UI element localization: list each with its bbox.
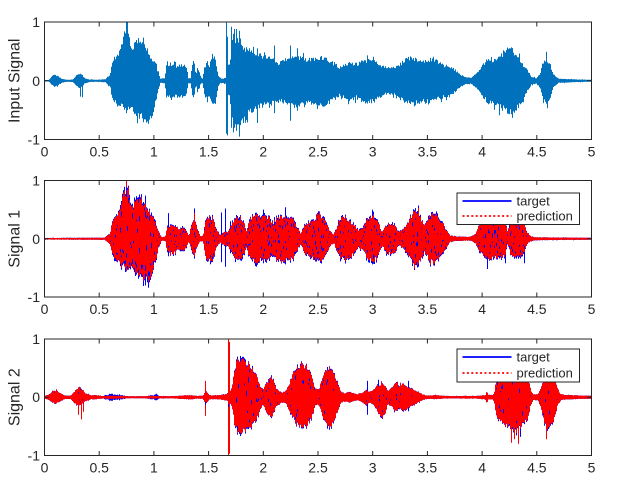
svg-text:3: 3 [369, 459, 377, 475]
svg-text:2.5: 2.5 [308, 143, 328, 159]
svg-text:Signal 1: Signal 1 [7, 210, 24, 268]
svg-text:2: 2 [259, 143, 267, 159]
svg-text:1.5: 1.5 [199, 301, 219, 317]
svg-text:0: 0 [41, 301, 49, 317]
svg-text:0: 0 [32, 231, 40, 247]
svg-text:1: 1 [150, 301, 158, 317]
svg-text:4: 4 [478, 143, 486, 159]
svg-text:0: 0 [32, 73, 40, 89]
svg-text:target: target [517, 194, 551, 209]
svg-text:3: 3 [369, 143, 377, 159]
svg-text:5: 5 [588, 459, 596, 475]
svg-text:3: 3 [369, 301, 377, 317]
svg-text:target: target [517, 350, 551, 365]
svg-text:5: 5 [588, 143, 596, 159]
svg-text:prediction: prediction [517, 209, 573, 224]
svg-text:0: 0 [32, 389, 40, 405]
svg-text:3.5: 3.5 [418, 301, 438, 317]
svg-text:-1: -1 [28, 132, 41, 148]
svg-text:-1: -1 [28, 448, 41, 464]
svg-text:Signal 2: Signal 2 [7, 368, 24, 426]
svg-text:4.5: 4.5 [527, 143, 547, 159]
svg-text:1.5: 1.5 [199, 143, 219, 159]
svg-text:2: 2 [259, 459, 267, 475]
svg-text:1: 1 [150, 143, 158, 159]
svg-text:1: 1 [32, 173, 40, 189]
svg-text:4: 4 [478, 301, 486, 317]
svg-text:-1: -1 [28, 289, 41, 305]
svg-text:4.5: 4.5 [527, 459, 547, 475]
svg-text:3.5: 3.5 [418, 459, 438, 475]
svg-text:1.5: 1.5 [199, 459, 219, 475]
svg-text:0: 0 [41, 459, 49, 475]
svg-text:0.5: 0.5 [89, 459, 109, 475]
svg-text:2.5: 2.5 [308, 459, 328, 475]
svg-text:Input Signal: Input Signal [7, 39, 24, 124]
svg-text:1: 1 [32, 14, 40, 30]
svg-text:4.5: 4.5 [527, 301, 547, 317]
svg-text:1: 1 [150, 459, 158, 475]
svg-text:prediction: prediction [517, 366, 573, 381]
svg-text:0.5: 0.5 [89, 301, 109, 317]
svg-text:2.5: 2.5 [308, 301, 328, 317]
svg-text:1: 1 [32, 331, 40, 347]
svg-text:4: 4 [478, 459, 486, 475]
svg-text:3.5: 3.5 [418, 143, 438, 159]
svg-text:5: 5 [588, 301, 596, 317]
svg-text:2: 2 [259, 301, 267, 317]
svg-text:0: 0 [41, 143, 49, 159]
svg-text:0.5: 0.5 [89, 143, 109, 159]
